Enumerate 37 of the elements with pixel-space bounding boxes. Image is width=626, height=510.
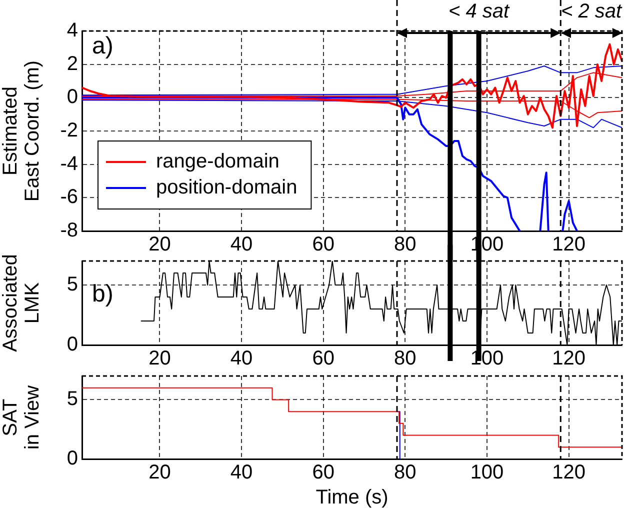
y-tick-label: 5 (66, 388, 78, 410)
x-tick-label: 120 (552, 234, 586, 256)
x-tick-label: 80 (394, 348, 416, 370)
y-tick-label: 5 (66, 274, 78, 296)
x-tick-label: 80 (394, 462, 416, 484)
y-tick-label: -8 (60, 220, 78, 242)
y-tick-label: -4 (60, 152, 78, 175)
x-tick-label: 60 (312, 234, 334, 256)
x-tick-label: 80 (394, 234, 416, 256)
x-tick-label: 20 (148, 234, 171, 256)
annotation: b) (92, 280, 114, 308)
y-tick-label: 2 (66, 52, 78, 75)
annotation: a) (92, 32, 114, 60)
y-tick-label: -2 (60, 120, 78, 142)
y-tick-label: 0 (66, 86, 78, 108)
x-tick-label: 60 (312, 348, 334, 370)
x-tick-label: 120 (552, 462, 586, 484)
x-tick-label: 120 (552, 348, 586, 370)
y-tick-label: 0 (66, 334, 78, 356)
x-tick-label: 40 (230, 462, 253, 484)
annotation: < 4 sat (448, 0, 511, 23)
x-tick-label: 20 (148, 462, 171, 484)
y-tick-label: 0 (66, 448, 78, 470)
y-tick-label: -6 (60, 186, 78, 208)
x-tick-label: 40 (230, 234, 253, 256)
x-axis-title: Time (s) (316, 486, 388, 509)
y-tick-label: 4 (66, 20, 78, 42)
y-axis-title: Associated LMK (0, 254, 44, 352)
annotation: < 2 sat (561, 0, 624, 23)
x-tick-label: 60 (312, 462, 334, 484)
x-tick-label: 40 (230, 348, 253, 370)
x-tick-label: 20 (148, 348, 171, 370)
legend-label: range-domain (156, 150, 280, 173)
y-axis-title: SAT in View (0, 384, 44, 450)
y-axis-title: Estimated East Coord. (m) (0, 60, 44, 202)
legend-label: position-domain (156, 176, 298, 199)
x-tick-label: 100 (470, 462, 504, 484)
